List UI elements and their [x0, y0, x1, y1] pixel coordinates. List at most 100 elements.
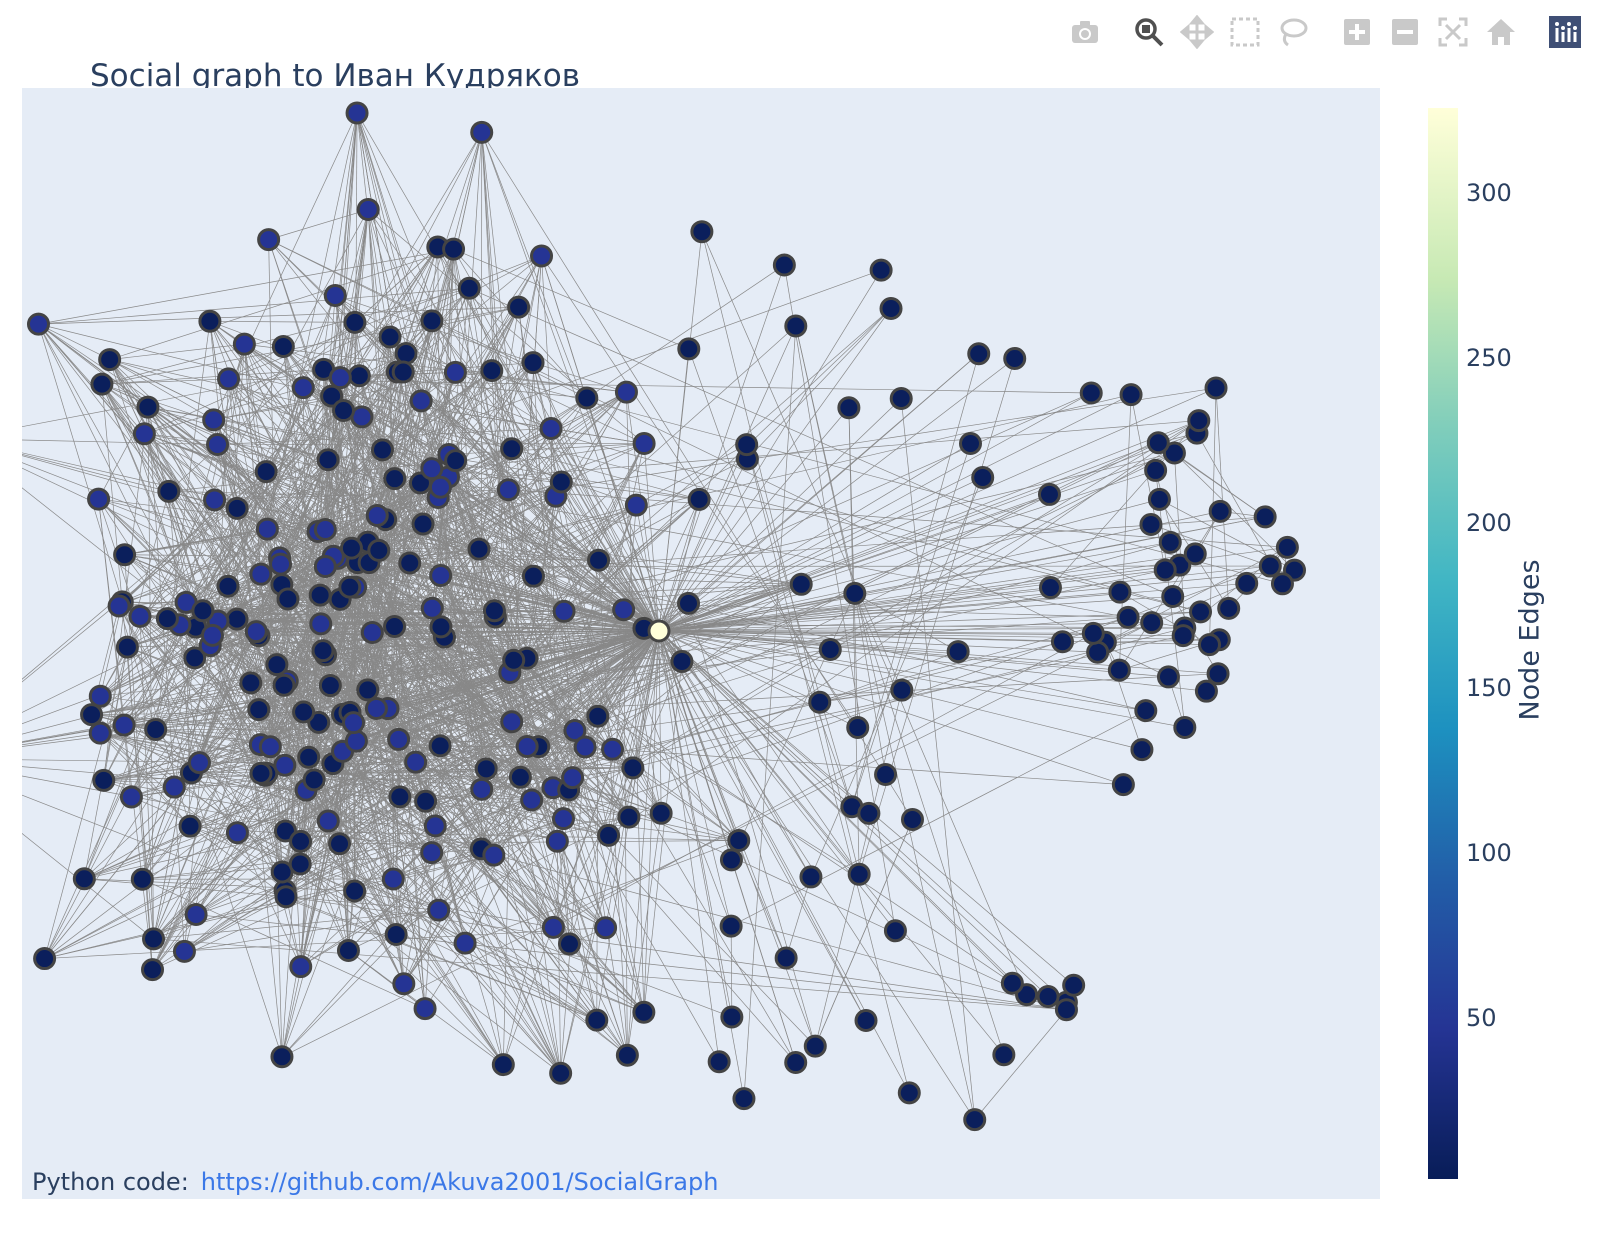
graph-edge	[324, 209, 369, 567]
plot-area[interactable]	[22, 88, 1380, 1199]
graph-node	[343, 310, 367, 334]
graph-node	[1037, 482, 1061, 506]
graph-node	[394, 342, 418, 366]
graph-node	[162, 775, 186, 799]
graph-edge	[688, 348, 853, 807]
graph-edge	[22, 732, 101, 746]
graph-node	[206, 433, 230, 457]
colorbar	[1428, 108, 1458, 1179]
graph-edge	[100, 630, 660, 697]
graph-edge	[228, 378, 599, 561]
graph-edge	[340, 377, 660, 632]
graph-edge	[431, 468, 576, 731]
graph-node	[585, 1008, 609, 1032]
graph-node	[967, 342, 991, 366]
graph-node	[128, 604, 152, 628]
graph-node	[347, 364, 371, 388]
graph-edge	[285, 599, 289, 831]
graph-edge	[658, 630, 867, 1021]
graph-edge	[469, 287, 1173, 597]
graph-node	[332, 399, 356, 423]
graph-node	[549, 1061, 573, 1085]
zoom-out-icon[interactable]	[1384, 11, 1426, 53]
graph-node	[289, 955, 313, 979]
graph-node	[1253, 505, 1277, 529]
graph-edge	[658, 358, 1015, 632]
graph-edge	[22, 439, 218, 445]
graph-edge	[369, 562, 660, 632]
graph-node	[480, 359, 504, 383]
graph-edge	[1174, 452, 1295, 571]
graph-node	[573, 735, 597, 759]
graph-node	[803, 1034, 827, 1058]
camera-icon[interactable]	[1064, 11, 1106, 53]
graph-edge	[491, 370, 645, 444]
graph-node	[130, 867, 154, 891]
graph-edge	[100, 732, 262, 774]
graph-node	[453, 931, 477, 955]
graph-edge	[144, 433, 260, 710]
graph-node	[597, 823, 621, 847]
graph-node	[502, 648, 526, 672]
github-link[interactable]: https://github.com/Akuva2001/SocialGraph	[200, 1168, 719, 1196]
graph-edge	[122, 601, 315, 781]
graph-edge	[303, 387, 645, 444]
network-graph[interactable]	[22, 88, 1380, 1199]
graph-node	[621, 756, 645, 780]
colorbar-tick: 250	[1466, 344, 1512, 372]
plotly-logo-icon[interactable]	[1544, 11, 1586, 53]
pan-icon[interactable]	[1176, 11, 1218, 53]
graph-edge	[550, 428, 660, 632]
graph-edge	[608, 630, 660, 836]
graph-node	[649, 801, 673, 825]
graph-node	[271, 334, 295, 358]
graph-edge	[658, 630, 732, 927]
lasso-select-icon[interactable]	[1272, 11, 1314, 53]
colorbar-tick: 150	[1466, 674, 1512, 702]
graph-edge	[196, 914, 1067, 1011]
graph-edge	[359, 375, 660, 632]
graph-edge	[387, 630, 660, 709]
autoscale-icon[interactable]	[1432, 11, 1474, 53]
graph-edge	[191, 772, 238, 833]
graph-edge	[268, 209, 369, 240]
graph-edge	[658, 630, 1219, 675]
graph-node	[467, 537, 491, 561]
graph-node	[387, 727, 411, 751]
graph-edge	[217, 444, 660, 632]
graph-edge	[481, 630, 660, 790]
box-select-icon[interactable]	[1224, 11, 1266, 53]
graph-node	[272, 673, 296, 697]
graph-edge	[643, 630, 660, 1013]
graph-node	[88, 684, 112, 708]
graph-node	[113, 543, 137, 567]
graph-edge	[167, 618, 660, 632]
graph-node	[1208, 499, 1232, 523]
graph-node	[216, 574, 240, 598]
graph-edge	[658, 630, 870, 814]
modebar	[1064, 10, 1586, 54]
graph-edge	[101, 384, 154, 939]
graph-node	[632, 432, 656, 456]
graph-edge	[127, 646, 628, 1056]
graph-edge	[323, 369, 660, 632]
graph-edge	[285, 896, 1067, 1011]
graph-edge	[541, 255, 660, 632]
graph-edge	[814, 819, 913, 1047]
zoom-icon[interactable]	[1128, 11, 1170, 53]
graph-edge	[438, 630, 660, 911]
graph-edge	[330, 630, 660, 686]
graph-node	[232, 332, 256, 356]
graph-edge	[389, 336, 487, 769]
graph-edge	[353, 372, 456, 723]
graph-edge	[131, 508, 238, 798]
reset-axes-icon[interactable]	[1480, 11, 1522, 53]
graph-node	[249, 761, 273, 785]
graph-edge	[643, 661, 683, 1013]
graph-node	[1275, 535, 1299, 559]
zoom-in-icon[interactable]	[1336, 11, 1378, 53]
graph-edge	[100, 732, 200, 763]
graph-node	[482, 599, 506, 623]
graph-node	[874, 762, 898, 786]
graph-edge	[258, 709, 504, 1065]
